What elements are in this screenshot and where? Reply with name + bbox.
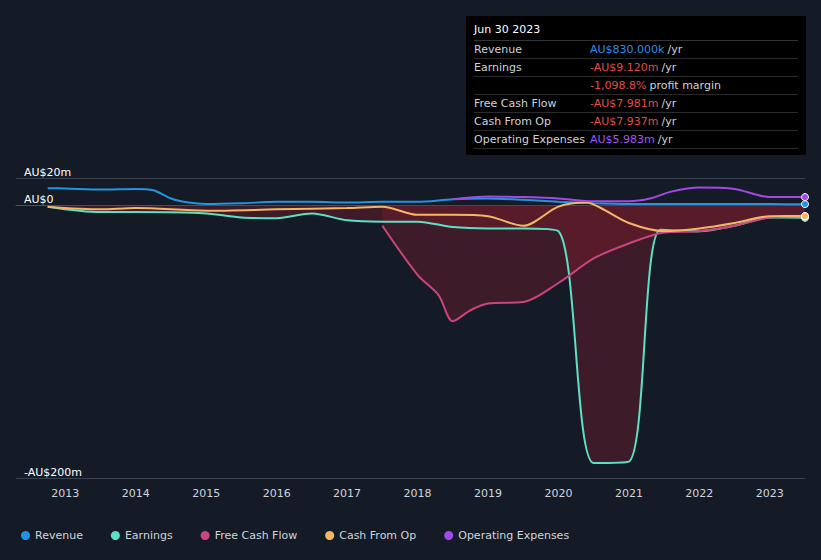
svg-text:2022: 2022 [685, 487, 713, 500]
svg-text:Earnings: Earnings [125, 529, 173, 542]
svg-text:2019: 2019 [474, 487, 502, 500]
svg-text:2020: 2020 [544, 487, 572, 500]
svg-text:2016: 2016 [263, 487, 291, 500]
svg-text:2017: 2017 [333, 487, 361, 500]
svg-text:2023: 2023 [756, 487, 784, 500]
html-text:Revenue: Revenue [474, 43, 522, 56]
html-text:Earnings: Earnings [474, 61, 522, 74]
html-text:-AU$7.937m /yr: -AU$7.937m /yr [590, 115, 677, 128]
html-text:Cash From Op: Cash From Op [474, 115, 551, 128]
svg-text:2015: 2015 [192, 487, 220, 500]
svg-text:Revenue: Revenue [35, 529, 83, 542]
svg-text:Operating Expenses: Operating Expenses [458, 529, 569, 542]
svg-text:2014: 2014 [122, 487, 150, 500]
svg-text:2021: 2021 [615, 487, 643, 500]
svg-text:-AU$200m: -AU$200m [24, 466, 82, 479]
html-text:Jun 30 2023: Jun 30 2023 [474, 23, 541, 36]
html-text:-AU$9.120m /yr: -AU$9.120m /yr [590, 61, 677, 74]
html-text:AU$830.000k /yr: AU$830.000k /yr [590, 43, 683, 56]
svg-text:AU$20m: AU$20m [24, 166, 71, 179]
html-text:-1,098.8% profit margin: -1,098.8% profit margin [590, 79, 721, 92]
html-text:AU$5.983m /yr: AU$5.983m /yr [590, 133, 673, 146]
svg-text:AU$0: AU$0 [24, 193, 54, 206]
svg-text:Free Cash Flow: Free Cash Flow [215, 529, 298, 542]
svg-text:2013: 2013 [51, 487, 79, 500]
html-text:Free Cash Flow: Free Cash Flow [474, 97, 557, 110]
svg-text:2018: 2018 [404, 487, 432, 500]
svg-text:Cash From Op: Cash From Op [339, 529, 416, 542]
html-text:Operating Expenses: Operating Expenses [474, 133, 585, 146]
html-text:-AU$7.981m /yr: -AU$7.981m /yr [590, 97, 677, 110]
